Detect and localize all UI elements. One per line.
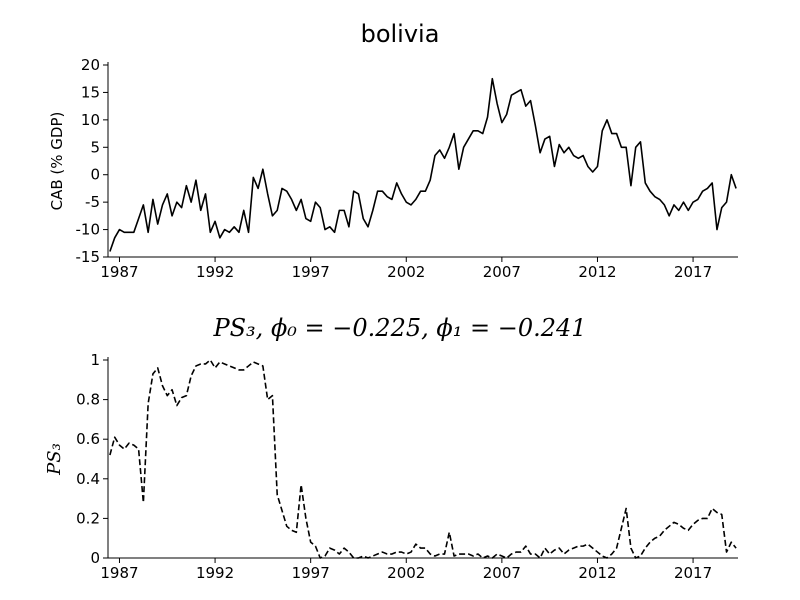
chart-title: bolivia <box>361 20 440 48</box>
x-tick-label: 2007 <box>483 564 521 582</box>
x-tick-label: 2007 <box>483 263 521 281</box>
y-axis-label: CAB (% GDP) <box>48 112 66 211</box>
y-tick-label: -10 <box>76 221 101 239</box>
y-tick-label: -5 <box>85 193 100 211</box>
y-tick-label: 0.2 <box>76 509 100 527</box>
x-tick-label: 2012 <box>578 263 616 281</box>
x-tick-label: 1987 <box>100 263 138 281</box>
x-tick-label: 2017 <box>674 263 712 281</box>
y-tick-label: 10 <box>81 111 100 129</box>
x-tick-label: 2002 <box>387 564 425 582</box>
data-line <box>109 359 737 559</box>
y-tick-label: 5 <box>90 138 100 156</box>
x-tick-label: 1992 <box>196 263 234 281</box>
x-tick-label: 1987 <box>100 564 138 582</box>
x-tick-label: 1997 <box>292 564 330 582</box>
y-tick-label: 0 <box>90 166 100 184</box>
y-axis-label: PS₃ <box>44 443 65 476</box>
x-tick-label: 2002 <box>387 263 425 281</box>
x-tick-label: 1997 <box>292 263 330 281</box>
y-tick-label: 20 <box>81 56 100 74</box>
x-tick-label: 1992 <box>196 564 234 582</box>
y-tick-label: -15 <box>76 248 101 266</box>
y-tick-label: 0.8 <box>76 391 100 409</box>
y-tick-label: 0.4 <box>76 470 100 488</box>
y-tick-label: 15 <box>81 83 100 101</box>
y-tick-label: 0 <box>90 549 100 567</box>
data-line <box>109 77 737 252</box>
x-tick-label: 2012 <box>578 564 616 582</box>
chart-title: PS₃, ϕ₀ = −0.225, ϕ₁ = −0.241 <box>212 314 586 342</box>
x-tick-label: 2017 <box>674 564 712 582</box>
y-tick-label: 0.6 <box>76 430 100 448</box>
y-tick-label: 1 <box>90 351 100 369</box>
